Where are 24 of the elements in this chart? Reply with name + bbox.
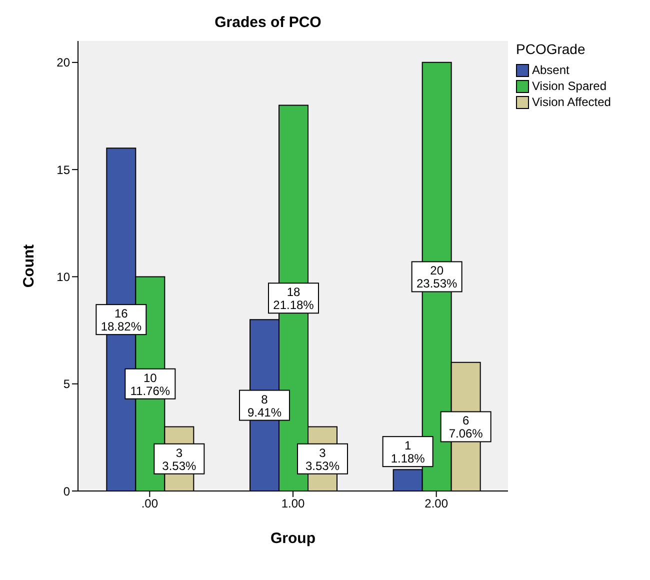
y-tick-label: 10 (56, 270, 70, 284)
data-label: 3 3.53% (162, 446, 197, 473)
chart-title: Grades of PCO (214, 13, 322, 31)
y-tick-label: 20 (56, 56, 70, 70)
x-axis-title: Group (270, 530, 316, 547)
y-axis-title: Count (20, 244, 38, 288)
x-tick-label: .00 (141, 496, 158, 511)
y-tick-label: 0 (63, 484, 70, 498)
data-label: 3 3.53% (305, 446, 340, 473)
data-label: 20 23.53% (416, 264, 458, 291)
data-label: 1 1.18% (390, 438, 426, 466)
legend-label: Vision Affected (532, 95, 611, 109)
data-label: 10 11.76% (130, 370, 170, 398)
x-tick-label: 2.00 (424, 496, 448, 511)
y-tick-label: 15 (56, 162, 70, 177)
data-label: 16 18.82% (100, 306, 142, 334)
data-label: 8 9.41% (247, 392, 282, 420)
legend-label: Absent (532, 63, 570, 77)
data-label: 18 21.18% (273, 285, 314, 312)
legend-title: PCOGrade (516, 41, 586, 57)
x-tick-label: 1.00 (281, 496, 305, 511)
y-tick-label: 5 (63, 377, 70, 392)
legend-label: Vision Spared (532, 79, 606, 93)
data-label: 6 7.06% (448, 414, 484, 441)
